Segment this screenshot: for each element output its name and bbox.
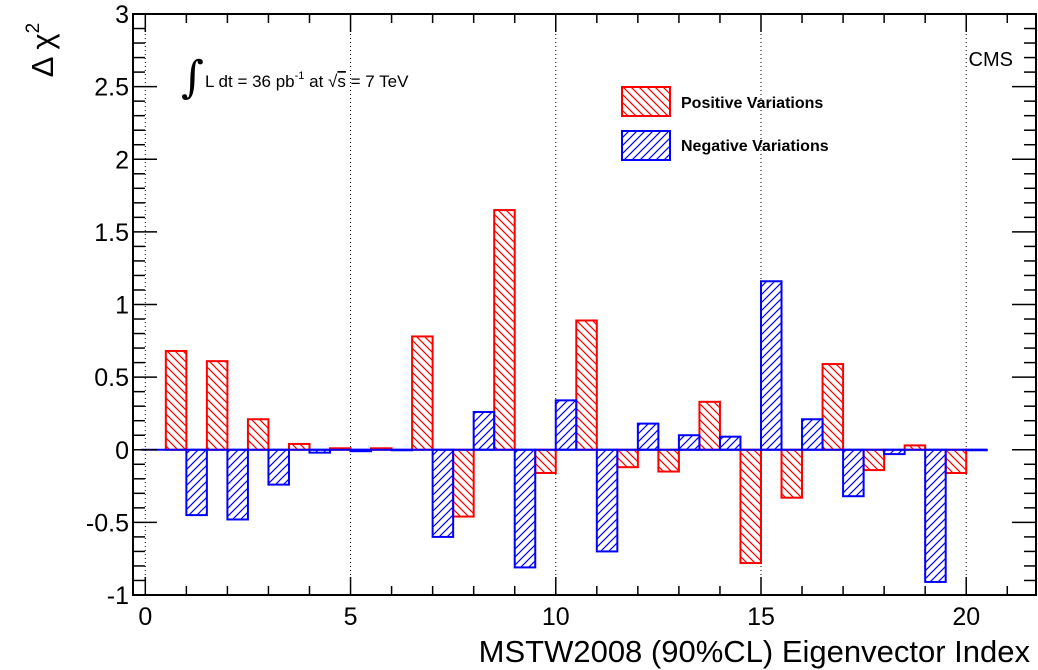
sqrt-arg: s <box>337 72 346 91</box>
y-tick-label-1: 1 <box>115 292 129 320</box>
y-tick-label-2: 2 <box>115 146 129 174</box>
bar-positive-18 <box>862 448 886 472</box>
lumi-sup: -1 <box>295 70 305 82</box>
bar-negative-8 <box>472 410 496 451</box>
y-tick-label-3: 3 <box>115 1 129 29</box>
svg-text:Δ χ2: Δ χ2 <box>23 23 60 77</box>
bar-negative-13 <box>677 434 701 451</box>
bar-positive-8 <box>452 448 475 518</box>
bar-positive-9 <box>493 209 516 451</box>
bar-positive-16 <box>780 448 804 499</box>
legend-swatch-negative <box>621 130 671 161</box>
legend-swatch-positive <box>621 86 671 117</box>
bar-negative-7 <box>431 448 455 538</box>
tick-labels: 0 5 10 15 20 -1 -0.5 0 0.5 1 1.5 2 2.5 3 <box>86 1 980 631</box>
luminosity-label: ∫ L dt = 36 pb-1 at √s = 7 TeV <box>181 52 409 103</box>
bar-negative-10 <box>554 399 578 451</box>
x-tick-label-10: 10 <box>542 603 570 631</box>
y-axis-label: Δ χ2 <box>23 23 60 77</box>
y-axis-label-sup: 2 <box>23 23 44 34</box>
bar-negative-19 <box>924 448 947 583</box>
bar-negative-12 <box>636 422 660 451</box>
bar-positive-1 <box>164 349 188 451</box>
bar-negative-9 <box>513 448 537 569</box>
bar-negative-16 <box>801 418 824 451</box>
experiment-label: CMS <box>969 49 1013 71</box>
bar-positive-13 <box>657 448 680 473</box>
svg-text:L dt = 36 pb-1 at √s = 7 TeV: L dt = 36 pb-1 at √s = 7 TeV <box>205 70 409 91</box>
lumi-mid: at <box>304 72 328 91</box>
axis-ticks <box>133 13 1036 596</box>
bar-positive-15 <box>739 448 762 565</box>
bar-positive-20 <box>944 448 968 474</box>
x-tick-label-0: 0 <box>138 603 152 631</box>
legend-label-positive: Positive Variations <box>681 95 823 112</box>
y-tick-label--0.5: -0.5 <box>86 509 129 537</box>
lumi-text: L dt = 36 pb <box>205 72 295 91</box>
x-tick-label-20: 20 <box>952 603 980 631</box>
x-tick-label-15: 15 <box>747 603 775 631</box>
x-tick-label-5: 5 <box>344 603 358 631</box>
bar-negative-11 <box>595 448 619 553</box>
plot-frame <box>132 13 1037 596</box>
bar-negative-2 <box>226 448 249 521</box>
sqrt-sign: √ <box>328 72 338 91</box>
bar-positive-11 <box>575 319 598 451</box>
legend-label-negative: Negative Variations <box>681 138 829 155</box>
bar-negative-17 <box>842 448 865 498</box>
bar-positive-17 <box>821 363 845 451</box>
y-axis-label-text: Δ χ <box>25 33 60 77</box>
bar-negative-1 <box>185 448 208 517</box>
bar-positive-7 <box>411 335 434 451</box>
x-axis-label: MSTW2008 (90%CL) Eigenvector Index <box>479 634 1031 669</box>
bar-positive-3 <box>246 418 270 451</box>
bar-positive-14 <box>698 400 721 451</box>
integral-sign: ∫ <box>181 52 204 103</box>
bar-negative-15 <box>759 280 783 451</box>
y-tick-label--1: -1 <box>107 582 129 610</box>
lumi-energy: = 7 TeV <box>346 72 409 91</box>
bar-positive-10 <box>534 448 557 474</box>
bars <box>164 209 988 583</box>
y-tick-label-0: 0 <box>115 437 129 465</box>
bar-positive-2 <box>205 360 229 451</box>
y-tick-label-2.5: 2.5 <box>94 74 129 102</box>
bar-negative-3 <box>267 448 290 486</box>
bar-positive-12 <box>616 448 639 469</box>
legend: Positive Variations Negative Variations <box>621 86 829 161</box>
y-tick-label-0.5: 0.5 <box>94 364 129 392</box>
grid-lines <box>144 14 967 595</box>
bar-negative-14 <box>718 435 742 451</box>
y-tick-label-1.5: 1.5 <box>94 219 129 247</box>
